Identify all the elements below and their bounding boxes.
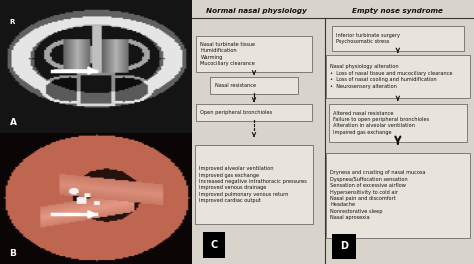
Text: D: D (340, 242, 348, 252)
FancyBboxPatch shape (332, 26, 464, 51)
FancyBboxPatch shape (326, 153, 470, 238)
Text: Nasal resistance: Nasal resistance (215, 83, 255, 88)
Text: Improved alveolar ventilation
Improved gas exchange
Increased negative intrathor: Improved alveolar ventilation Improved g… (199, 166, 307, 203)
Text: Nasal physiology alteration
•  Loss of nasal tissue and mucociliary clearance
• : Nasal physiology alteration • Loss of na… (330, 64, 453, 89)
Text: R: R (9, 19, 15, 25)
Text: Normal nasal physiology: Normal nasal physiology (206, 8, 307, 14)
Text: C: C (210, 240, 218, 250)
FancyBboxPatch shape (195, 145, 313, 224)
Text: Nasal turbinate tissue
Humidification
Warming
Mucociliary clearance: Nasal turbinate tissue Humidification Wa… (201, 42, 255, 66)
Text: Open peripheral bronchioles: Open peripheral bronchioles (201, 110, 273, 115)
Text: Altered nasal resistance
Failure to open peripheral bronchioles
Alteration in al: Altered nasal resistance Failure to open… (333, 111, 429, 135)
FancyBboxPatch shape (210, 77, 298, 94)
Text: Empty nose syndrome: Empty nose syndrome (352, 8, 443, 14)
FancyBboxPatch shape (196, 36, 312, 72)
FancyBboxPatch shape (326, 55, 470, 98)
Text: B: B (9, 249, 17, 258)
Text: Dryness and crusting of nasal mucosa
Dyspnea/Suffocation sensation
Sensation of : Dryness and crusting of nasal mucosa Dys… (330, 171, 426, 220)
FancyBboxPatch shape (329, 103, 467, 142)
Text: A: A (9, 118, 17, 127)
FancyBboxPatch shape (196, 103, 312, 121)
Text: Inferior turbinate surgery
Psychosomatic stress: Inferior turbinate surgery Psychosomatic… (336, 32, 400, 44)
